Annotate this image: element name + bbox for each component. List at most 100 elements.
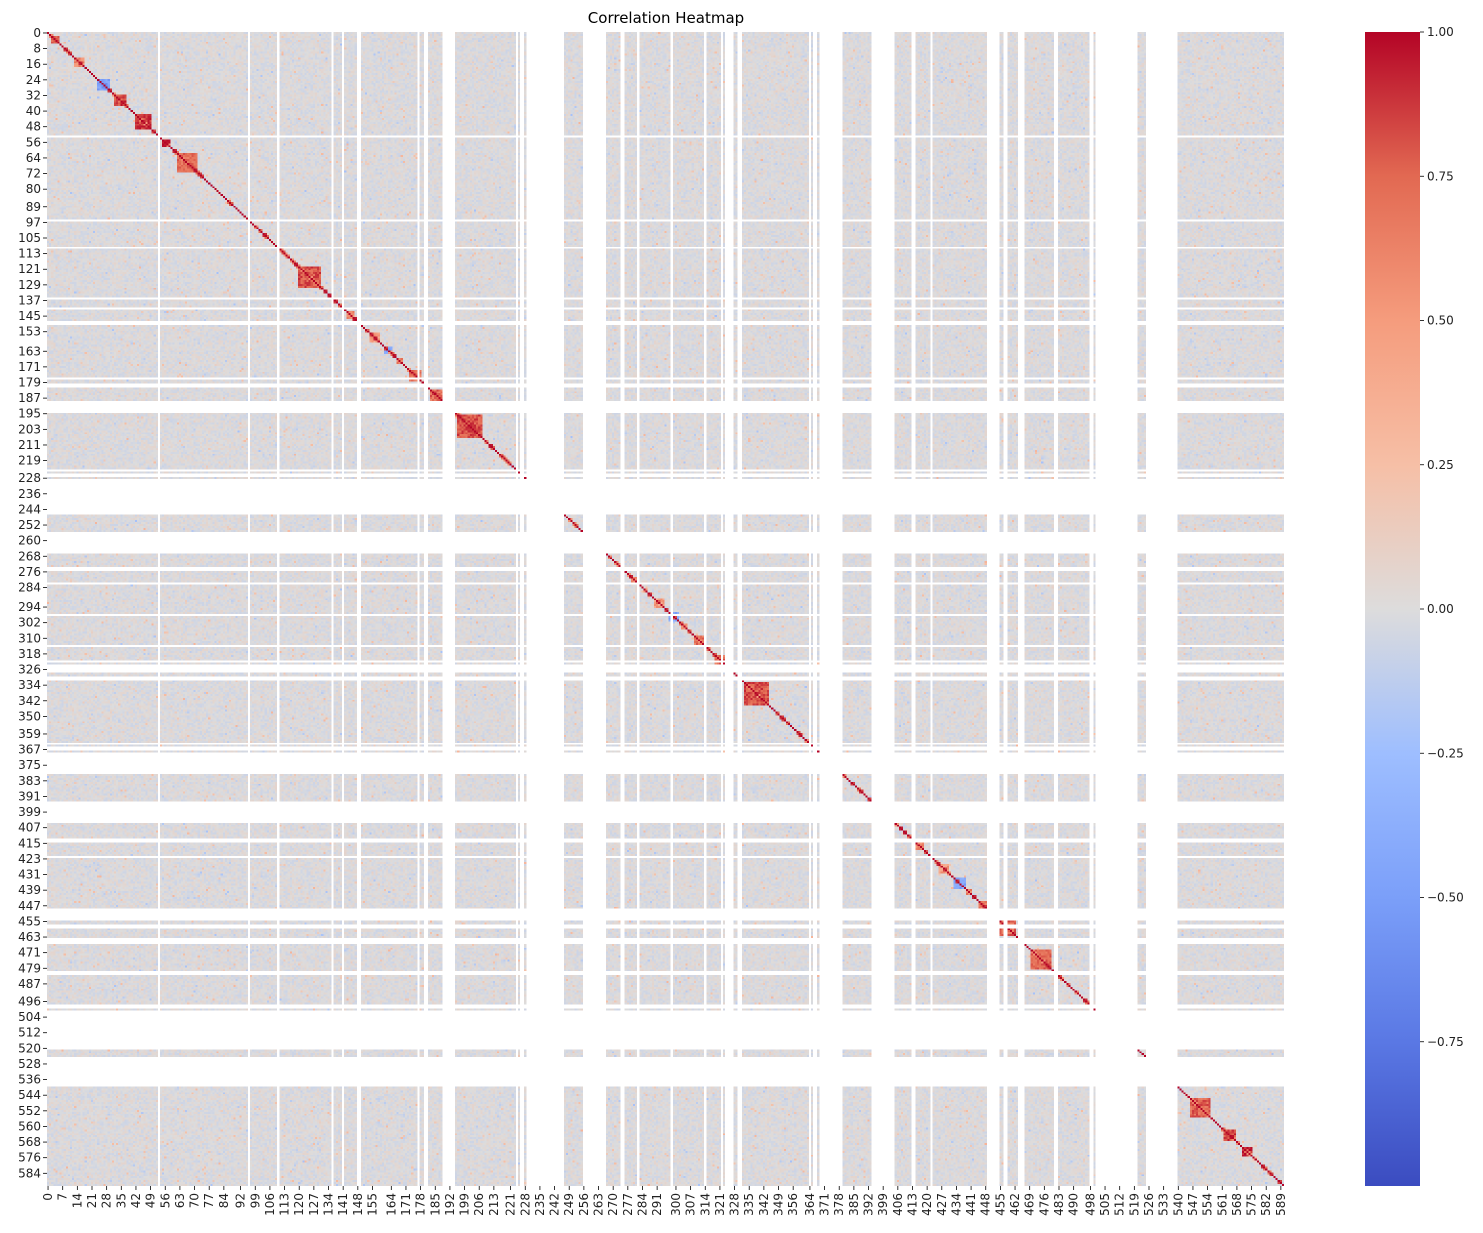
- colorbar: [1365, 32, 1420, 1186]
- x-tick-label: 356: [786, 1193, 800, 1216]
- x-tick-label: 540: [1171, 1193, 1185, 1216]
- y-tick-label: 471: [18, 946, 41, 960]
- y-tick-label: 584: [18, 1166, 41, 1180]
- y-tick-label: 97: [26, 215, 41, 229]
- chart-title: Correlation Heatmap: [588, 9, 744, 27]
- y-tick-label: 236: [18, 487, 41, 501]
- y-tick-label: 211: [18, 438, 41, 452]
- y-tick-label: 367: [18, 743, 41, 757]
- y-tick-label: 399: [18, 805, 41, 819]
- y-tick-label: 89: [26, 200, 41, 214]
- x-tick-label: 533: [1157, 1193, 1171, 1216]
- y-tick-label: 0: [33, 26, 41, 40]
- x-tick-label: 519: [1127, 1193, 1141, 1216]
- y-tick-label: 552: [18, 1104, 41, 1118]
- x-tick-label: 469: [1023, 1193, 1037, 1216]
- y-tick-label: 171: [18, 360, 41, 374]
- y-tick-label: 268: [18, 549, 41, 563]
- x-tick-label: 371: [818, 1193, 832, 1216]
- x-tick-label: 406: [891, 1193, 905, 1216]
- x-tick-label: 14: [70, 1193, 84, 1208]
- x-tick-label: 490: [1067, 1193, 1081, 1216]
- colorbar-tick-label: 0.75: [1427, 169, 1454, 183]
- x-tick-label: 392: [862, 1193, 876, 1216]
- y-tick-label: 560: [18, 1119, 41, 1133]
- colorbar-tick-label: 1.00: [1427, 25, 1454, 39]
- y-tick-label: 302: [18, 616, 41, 630]
- y-tick-label: 121: [18, 262, 41, 276]
- x-tick-label: 155: [365, 1193, 379, 1216]
- x-tick-label: 0: [41, 1193, 55, 1201]
- x-tick-label: 575: [1245, 1193, 1259, 1216]
- x-tick-label: 589: [1274, 1193, 1288, 1216]
- y-tick-label: 326: [18, 663, 41, 677]
- colorbar-ticks: 1.00 0.75 0.50 0.25 0.00 −0.25 −0.50 −0.75: [1420, 25, 1464, 1049]
- y-tick-label: 479: [18, 961, 41, 975]
- x-tick-label: 178: [414, 1193, 428, 1216]
- x-tick-label: 270: [606, 1193, 620, 1216]
- x-tick-label: 284: [635, 1193, 649, 1216]
- x-tick-label: 84: [217, 1193, 231, 1208]
- y-tick-label: 137: [18, 293, 41, 307]
- y-tick-label: 375: [18, 758, 41, 772]
- y-tick-label: 391: [18, 789, 41, 803]
- x-tick-label: 49: [144, 1193, 158, 1208]
- y-tick-label: 244: [18, 502, 41, 516]
- x-tick-label: 399: [876, 1193, 890, 1216]
- x-tick-label: 206: [472, 1193, 486, 1216]
- x-tick-label: 512: [1113, 1193, 1127, 1216]
- x-tick-label: 547: [1186, 1193, 1200, 1216]
- x-tick-label: 476: [1037, 1193, 1051, 1216]
- y-tick-label: 415: [18, 836, 41, 850]
- colorbar-tick-label: 0.50: [1427, 314, 1454, 328]
- y-tick-label: 72: [26, 167, 41, 181]
- y-tick-label: 16: [26, 57, 41, 71]
- y-tick-label: 447: [18, 899, 41, 913]
- y-tick-label: 520: [18, 1041, 41, 1055]
- colorbar-tick-label: −0.50: [1427, 891, 1464, 905]
- x-tick-label: 56: [158, 1193, 172, 1208]
- y-tick-label: 318: [18, 647, 41, 661]
- y-tick-label: 504: [18, 1010, 41, 1024]
- x-tick-label: 256: [577, 1193, 591, 1216]
- y-tick-label: 8: [33, 42, 41, 56]
- x-tick-label: 21: [85, 1193, 99, 1208]
- x-tick-label: 441: [964, 1193, 978, 1216]
- y-tick-label: 383: [18, 774, 41, 788]
- x-tick-label: 192: [443, 1193, 457, 1216]
- x-tick-label: 263: [592, 1193, 606, 1216]
- y-tick-label: 163: [18, 344, 41, 358]
- x-tick-label: 342: [757, 1193, 771, 1216]
- x-tick-label: 77: [202, 1193, 216, 1208]
- y-tick-label: 359: [18, 727, 41, 741]
- y-tick-label: 145: [18, 309, 41, 323]
- y-tick-label: 487: [18, 977, 41, 991]
- y-tick-label: 129: [18, 278, 41, 292]
- y-tick-label: 56: [26, 135, 41, 149]
- y-tick-label: 113: [18, 247, 41, 261]
- y-tick-label: 80: [26, 182, 41, 196]
- y-tick-label: 195: [18, 407, 41, 421]
- y-tick-label: 203: [18, 422, 41, 436]
- x-tick-label: 99: [248, 1193, 262, 1208]
- x-tick-label: 307: [684, 1193, 698, 1216]
- x-tick-label: 455: [993, 1193, 1007, 1216]
- x-tick-label: 498: [1083, 1193, 1097, 1216]
- y-tick-label: 576: [18, 1151, 41, 1165]
- x-tick-label: 420: [920, 1193, 934, 1216]
- x-tick-label: 526: [1142, 1193, 1156, 1216]
- y-tick-label: 536: [18, 1073, 41, 1087]
- x-tick-label: 235: [533, 1193, 547, 1216]
- y-tick-label: 334: [18, 678, 41, 692]
- x-tick-label: 582: [1259, 1193, 1273, 1216]
- y-tick-label: 423: [18, 852, 41, 866]
- colorbar-tick-label: 0.00: [1427, 602, 1454, 616]
- x-tick-label: 141: [336, 1193, 350, 1216]
- x-tick-label: 70: [188, 1193, 202, 1208]
- y-tick-label: 431: [18, 868, 41, 882]
- y-tick-label: 350: [18, 709, 41, 723]
- x-tick-label: 213: [487, 1193, 501, 1216]
- y-tick-label: 512: [18, 1026, 41, 1040]
